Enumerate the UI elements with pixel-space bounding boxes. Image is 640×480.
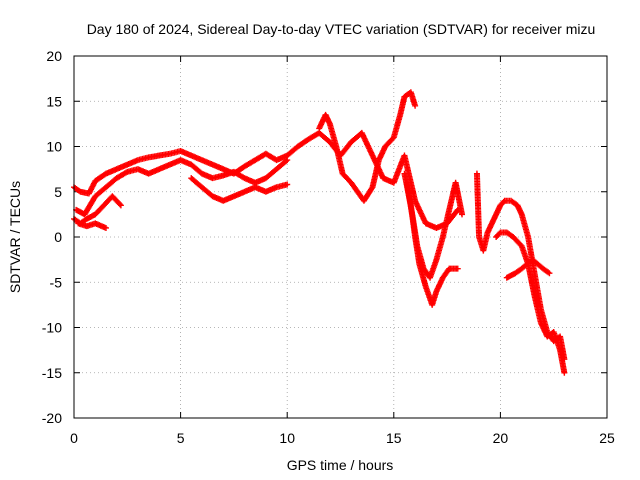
x-tick-label: 15 — [386, 430, 402, 446]
series-trace-e — [75, 220, 109, 231]
axis-ticks: 0 5 10 15 20 25 20 15 10 5 0 -5 -10 -15 -20 — [42, 48, 615, 446]
y-tick-label: -5 — [50, 274, 63, 290]
data-point — [454, 265, 461, 272]
data-point — [102, 224, 109, 231]
y-axis-label: SDTVAR / TECUs — [7, 181, 23, 293]
data-point — [117, 202, 124, 209]
series-trace-f — [316, 89, 419, 204]
series-trace-h — [403, 179, 466, 281]
x-tick-label: 20 — [493, 430, 509, 446]
data-point — [116, 201, 123, 208]
series-trace-k — [503, 256, 553, 281]
data-point — [76, 187, 83, 194]
data-point — [546, 270, 553, 277]
data-point — [412, 102, 419, 109]
data-point — [368, 185, 375, 192]
data-point — [283, 158, 290, 165]
chart-title: Day 180 of 2024, Sidereal Day-to-day VTE… — [87, 21, 596, 37]
gridlines — [74, 56, 607, 418]
data-point — [284, 181, 291, 188]
plot-frame — [73, 55, 608, 419]
x-tick-label: 25 — [599, 430, 615, 446]
y-tick-label: -15 — [42, 365, 62, 381]
x-tick-label: 0 — [70, 430, 78, 446]
y-tick-label: 5 — [54, 184, 62, 200]
series-trace-j — [493, 229, 568, 376]
data-point — [459, 211, 466, 218]
series-trace-b — [73, 157, 291, 218]
y-tick-label: -20 — [42, 410, 62, 426]
x-axis-label: GPS time / hours — [287, 457, 394, 473]
y-tick-label: 0 — [54, 229, 62, 245]
x-tick-label: 5 — [177, 430, 185, 446]
data-point — [545, 269, 552, 276]
y-tick-label: 20 — [46, 48, 62, 64]
y-tick-label: -10 — [42, 320, 62, 336]
series-trace-d — [188, 175, 291, 204]
series-trace-a — [71, 129, 461, 231]
data-point — [284, 157, 291, 164]
y-tick-label: 10 — [46, 139, 62, 155]
data-point — [561, 369, 568, 376]
x-tick-label: 10 — [279, 430, 295, 446]
data-points — [71, 89, 568, 376]
y-tick-label: 15 — [46, 93, 62, 109]
